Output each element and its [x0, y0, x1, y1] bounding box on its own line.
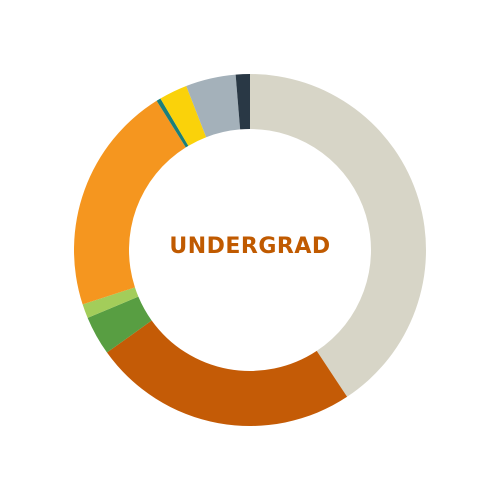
donut-slice-3 [87, 296, 152, 353]
donut-slice-8 [186, 74, 241, 138]
center-label: UNDERGRAD [169, 234, 331, 259]
donut-slice-6 [156, 98, 189, 148]
donut-slices [73, 74, 427, 426]
donut-slice-7 [160, 85, 207, 146]
donut-slice-2 [106, 320, 348, 426]
donut-slice-4 [82, 287, 139, 318]
donut-slice-9 [235, 74, 250, 130]
donut-slice-5 [73, 100, 186, 305]
donut-slice-1 [250, 74, 427, 397]
